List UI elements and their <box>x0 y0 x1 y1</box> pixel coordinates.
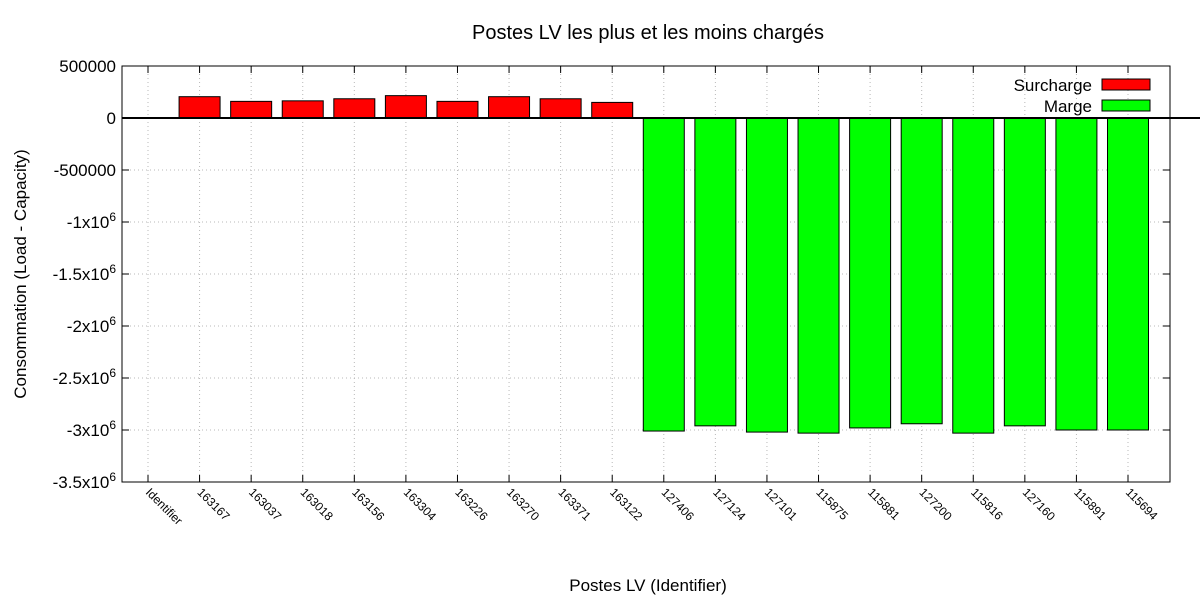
x-tick-label: 127406 <box>659 485 697 523</box>
legend: Surcharge Marge <box>1014 76 1151 116</box>
y-axis-label: Consommation (Load - Capacity) <box>11 149 30 398</box>
y-tick-label: -500000 <box>54 161 116 180</box>
x-axis-label: Postes LV (Identifier) <box>569 576 726 595</box>
legend-swatch-surcharge <box>1101 78 1151 91</box>
y-tick-label: -2.5x106 <box>53 366 117 388</box>
x-tick-label: 163226 <box>452 485 490 523</box>
bar-surcharge-163018 <box>281 100 324 119</box>
bar-surcharge-163156 <box>333 98 376 119</box>
bar-surcharge-163304 <box>384 95 427 119</box>
bar-marge-115891 <box>1055 117 1098 431</box>
x-tick-label: 163304 <box>401 485 439 523</box>
bar-surcharge-163037 <box>230 100 273 119</box>
x-tick-label: 163018 <box>298 485 336 523</box>
bar-marge-115816 <box>952 117 995 434</box>
bar-surcharge-163226 <box>436 100 479 119</box>
x-tick-label: 115694 <box>1123 485 1161 523</box>
x-tick-label: 163122 <box>607 485 645 523</box>
y-tick-label: 0 <box>107 109 116 128</box>
legend-label-surcharge: Surcharge <box>1014 76 1092 95</box>
legend-label-marge: Marge <box>1044 97 1092 116</box>
bar-marge-115875 <box>797 117 840 434</box>
x-tick-label: 115891 <box>1071 485 1109 523</box>
y-tick-label: -2x106 <box>67 314 117 336</box>
bar-marge-115694 <box>1107 117 1149 431</box>
y-tick-labels: 500000 0 -500000 -1x106 -1.5x106 -2x106 -2.5x1… <box>53 57 117 492</box>
y-tick-label: -1x106 <box>67 210 117 232</box>
bar-surcharge-163270 <box>488 96 531 119</box>
x-tick-label: 115816 <box>968 485 1006 523</box>
bar-marge-127200 <box>900 117 943 425</box>
y-tick-label: -1.5x106 <box>53 262 117 284</box>
bar-surcharge-163167 <box>178 96 221 119</box>
x-tick-label: 163037 <box>246 485 284 523</box>
bars-layer <box>178 95 1149 434</box>
x-tick-label: 115875 <box>813 485 851 523</box>
x-tick-label: 163156 <box>349 485 387 523</box>
x-tick-label: 127200 <box>917 485 955 523</box>
y-tick-label: -3.5x106 <box>53 470 117 492</box>
bar-marge-127406 <box>642 117 685 432</box>
bar-marge-115881 <box>849 117 892 429</box>
bar-surcharge-163122 <box>591 101 634 119</box>
x-tick-label: 127101 <box>762 485 800 523</box>
bar-marge-127124 <box>694 117 737 427</box>
x-tick-label: 115881 <box>865 485 903 523</box>
x-tick-label: 163270 <box>504 485 542 523</box>
axes-layer <box>121 65 1200 483</box>
chart-title: Postes LV les plus et les moins chargés <box>472 22 824 44</box>
bar-marge-127160 <box>1003 117 1046 427</box>
x-tick-label: 127160 <box>1020 485 1058 523</box>
bar-surcharge-163371 <box>539 98 582 119</box>
x-tick-label: 127124 <box>710 485 748 523</box>
bar-marge-127101 <box>745 117 788 433</box>
x-tick-label: 163371 <box>556 485 594 523</box>
y-tick-label: 500000 <box>59 57 116 76</box>
x-tick-label: 163167 <box>194 485 232 523</box>
plot-border <box>121 65 1171 483</box>
x-tick-label: Identifier <box>143 485 185 527</box>
legend-swatch-marge <box>1101 99 1151 112</box>
x-tick-labels: Identifier 163167 163037 163018 163156 163304… <box>143 485 1161 527</box>
y-tick-label: -3x106 <box>67 418 117 440</box>
